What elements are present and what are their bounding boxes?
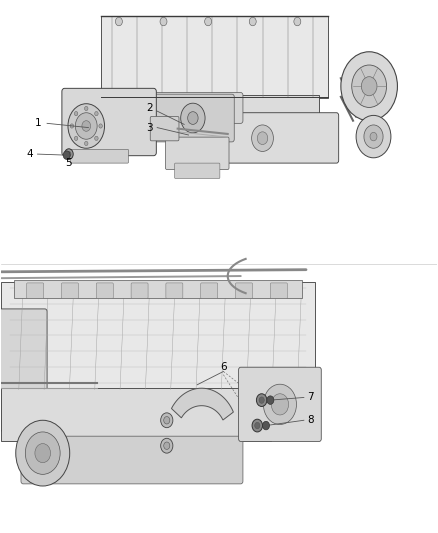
Circle shape	[85, 107, 88, 111]
Circle shape	[164, 442, 170, 449]
FancyBboxPatch shape	[96, 283, 113, 298]
FancyBboxPatch shape	[152, 94, 234, 142]
Circle shape	[257, 132, 268, 144]
Circle shape	[16, 420, 70, 486]
Circle shape	[252, 419, 262, 432]
FancyBboxPatch shape	[130, 93, 243, 123]
FancyBboxPatch shape	[131, 283, 148, 298]
Circle shape	[95, 136, 98, 141]
Circle shape	[361, 77, 377, 96]
Circle shape	[187, 112, 198, 124]
FancyBboxPatch shape	[62, 88, 156, 156]
FancyBboxPatch shape	[0, 309, 47, 431]
Circle shape	[254, 422, 260, 429]
Circle shape	[205, 17, 212, 26]
Circle shape	[25, 432, 60, 474]
Circle shape	[370, 132, 377, 141]
FancyBboxPatch shape	[150, 116, 179, 141]
FancyBboxPatch shape	[270, 283, 287, 298]
Circle shape	[249, 17, 256, 26]
FancyBboxPatch shape	[61, 283, 78, 298]
FancyBboxPatch shape	[21, 436, 243, 484]
Circle shape	[356, 115, 391, 158]
Text: 1: 1	[35, 118, 42, 128]
Circle shape	[95, 111, 98, 116]
FancyBboxPatch shape	[166, 137, 229, 169]
Text: 7: 7	[307, 392, 314, 402]
FancyBboxPatch shape	[1, 389, 271, 441]
Circle shape	[164, 417, 170, 424]
Circle shape	[267, 396, 274, 405]
Circle shape	[68, 104, 105, 148]
Circle shape	[63, 151, 70, 159]
Text: 5: 5	[66, 158, 72, 168]
Circle shape	[67, 151, 71, 157]
Circle shape	[259, 397, 264, 403]
Text: 8: 8	[307, 415, 314, 425]
FancyBboxPatch shape	[175, 163, 220, 179]
FancyBboxPatch shape	[27, 283, 44, 298]
FancyBboxPatch shape	[70, 149, 128, 163]
Circle shape	[74, 111, 78, 116]
Text: 6: 6	[220, 362, 226, 372]
FancyBboxPatch shape	[102, 15, 328, 98]
Polygon shape	[171, 388, 233, 420]
FancyBboxPatch shape	[236, 283, 253, 298]
FancyBboxPatch shape	[1, 282, 315, 391]
Circle shape	[85, 141, 88, 146]
Circle shape	[64, 149, 73, 159]
Circle shape	[341, 52, 397, 120]
Text: 3: 3	[146, 123, 153, 133]
Circle shape	[116, 17, 122, 26]
Circle shape	[161, 438, 173, 453]
Circle shape	[252, 125, 273, 151]
FancyBboxPatch shape	[226, 113, 339, 163]
Circle shape	[82, 120, 91, 131]
Circle shape	[75, 113, 97, 139]
Circle shape	[160, 17, 167, 26]
Circle shape	[74, 136, 78, 141]
FancyBboxPatch shape	[123, 95, 319, 131]
Circle shape	[263, 384, 297, 424]
Text: 2: 2	[146, 103, 153, 114]
FancyBboxPatch shape	[201, 283, 218, 298]
Circle shape	[181, 103, 205, 133]
Circle shape	[35, 443, 50, 463]
Circle shape	[271, 394, 289, 415]
FancyBboxPatch shape	[166, 283, 183, 298]
Circle shape	[262, 421, 269, 430]
Circle shape	[161, 413, 173, 427]
Text: 4: 4	[26, 149, 33, 159]
FancyBboxPatch shape	[239, 367, 321, 441]
Circle shape	[364, 125, 383, 148]
Circle shape	[294, 17, 301, 26]
Circle shape	[352, 65, 387, 108]
FancyBboxPatch shape	[14, 280, 302, 298]
Circle shape	[70, 124, 74, 128]
Circle shape	[256, 394, 267, 407]
Circle shape	[99, 124, 102, 128]
